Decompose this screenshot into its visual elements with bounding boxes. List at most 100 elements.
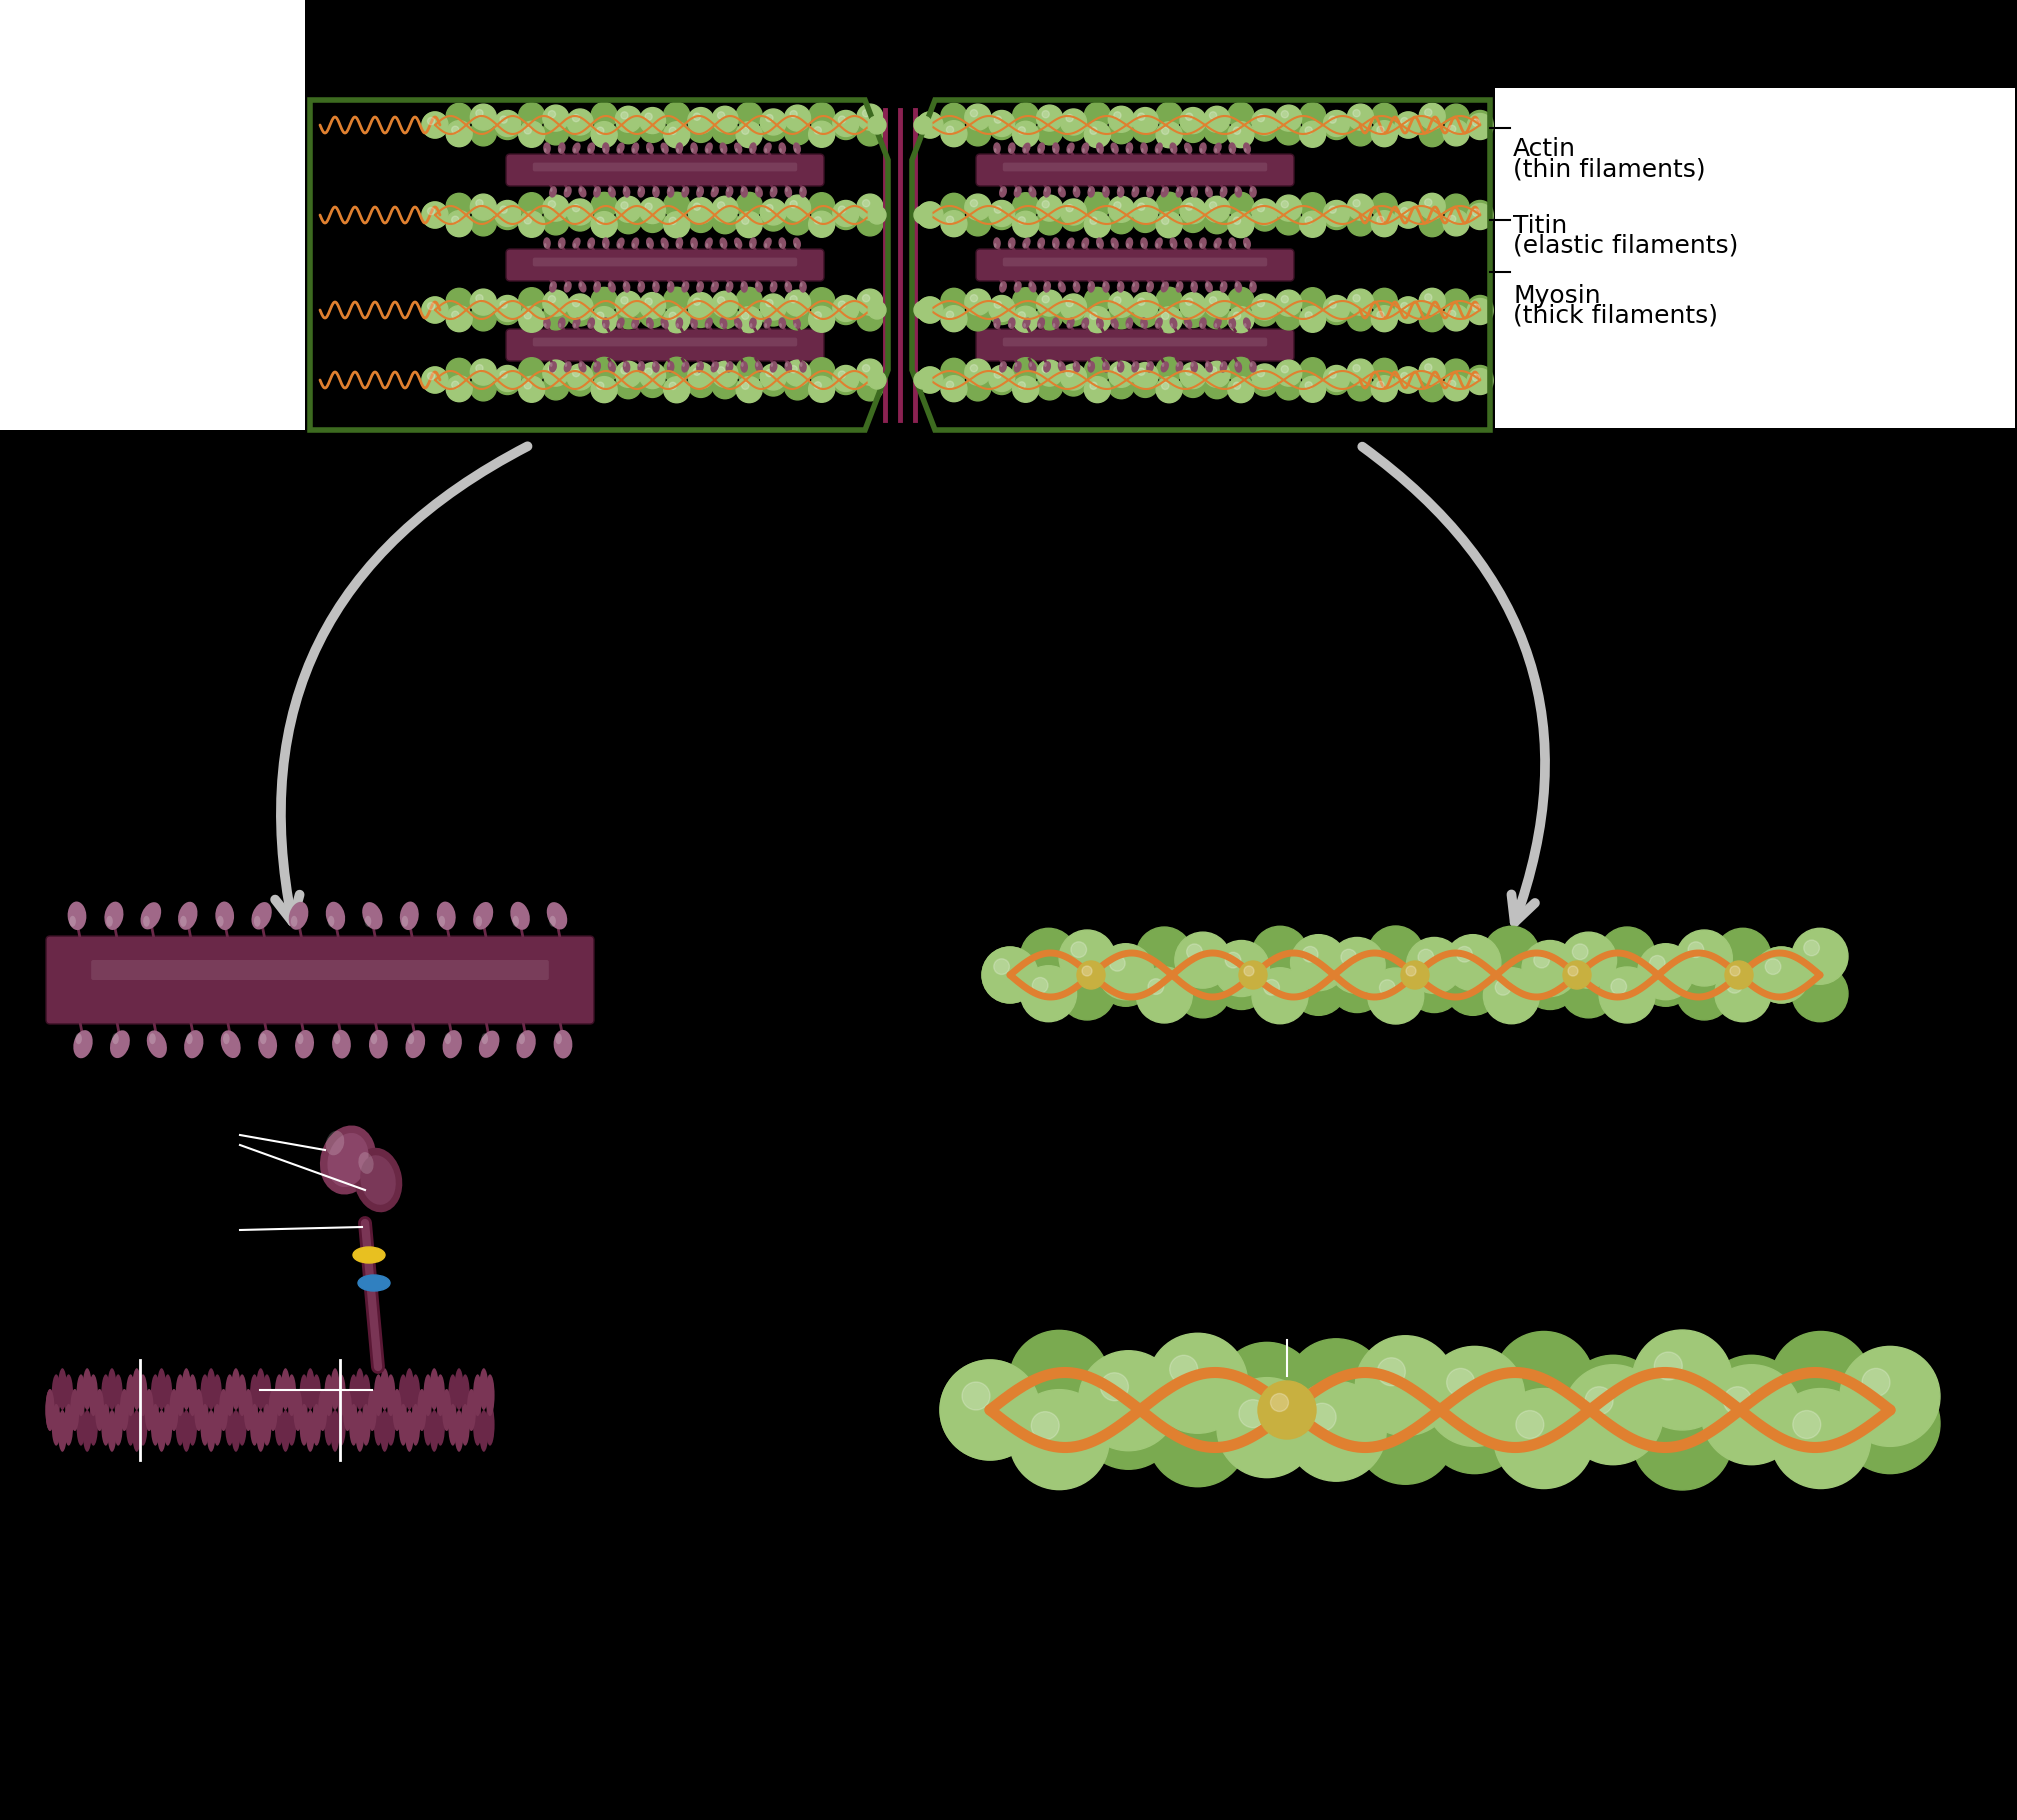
Ellipse shape [460, 1403, 470, 1445]
Circle shape [1013, 377, 1039, 402]
Circle shape [1495, 1389, 1593, 1489]
Ellipse shape [387, 1374, 395, 1416]
Circle shape [785, 289, 811, 317]
Ellipse shape [337, 1403, 345, 1445]
Circle shape [1148, 1334, 1249, 1434]
Ellipse shape [770, 360, 777, 373]
Circle shape [833, 298, 859, 324]
Circle shape [1162, 313, 1170, 320]
Circle shape [1632, 1330, 1733, 1431]
Ellipse shape [559, 237, 565, 249]
Circle shape [809, 122, 835, 147]
Circle shape [1299, 306, 1325, 333]
Circle shape [1089, 217, 1097, 224]
Ellipse shape [698, 282, 700, 288]
Circle shape [962, 1381, 990, 1411]
Circle shape [549, 200, 555, 207]
Ellipse shape [1045, 282, 1047, 288]
Circle shape [988, 366, 1015, 391]
Ellipse shape [785, 282, 789, 288]
Circle shape [1347, 375, 1374, 400]
Ellipse shape [1140, 317, 1148, 329]
Ellipse shape [1111, 147, 1113, 153]
Circle shape [422, 368, 448, 393]
Circle shape [1442, 120, 1468, 146]
Circle shape [597, 127, 603, 135]
Circle shape [712, 302, 738, 329]
Ellipse shape [1103, 282, 1105, 288]
Circle shape [1037, 304, 1063, 329]
Circle shape [1113, 111, 1121, 118]
Circle shape [1309, 1403, 1335, 1431]
Ellipse shape [573, 142, 581, 153]
Ellipse shape [651, 280, 660, 293]
Ellipse shape [1140, 142, 1148, 155]
Circle shape [1378, 1358, 1406, 1385]
Circle shape [1353, 109, 1359, 116]
Ellipse shape [71, 1389, 79, 1431]
Circle shape [1299, 288, 1325, 313]
Ellipse shape [1023, 238, 1031, 249]
Ellipse shape [740, 186, 748, 198]
Circle shape [1495, 979, 1511, 996]
Circle shape [1097, 950, 1154, 1006]
Circle shape [1573, 945, 1587, 959]
Ellipse shape [1008, 147, 1011, 153]
Ellipse shape [325, 1374, 333, 1416]
Circle shape [591, 357, 617, 384]
Circle shape [591, 288, 617, 313]
Circle shape [1271, 1394, 1289, 1412]
Ellipse shape [734, 142, 742, 153]
Ellipse shape [133, 1369, 141, 1411]
Ellipse shape [1176, 280, 1184, 293]
Circle shape [1372, 193, 1398, 220]
Circle shape [615, 302, 641, 329]
Ellipse shape [750, 324, 752, 328]
Ellipse shape [399, 1403, 407, 1445]
Ellipse shape [785, 362, 789, 368]
Ellipse shape [589, 147, 591, 153]
Circle shape [597, 311, 603, 318]
Ellipse shape [1087, 360, 1095, 373]
Ellipse shape [754, 282, 762, 293]
Circle shape [940, 288, 966, 315]
Circle shape [1347, 306, 1374, 331]
Ellipse shape [58, 1410, 67, 1452]
Circle shape [645, 298, 651, 306]
Ellipse shape [1220, 187, 1222, 191]
Ellipse shape [1029, 186, 1037, 198]
Ellipse shape [704, 237, 712, 249]
Circle shape [1275, 373, 1301, 400]
Circle shape [470, 104, 496, 129]
Circle shape [1840, 1347, 1940, 1447]
Circle shape [1061, 206, 1087, 231]
Ellipse shape [660, 317, 670, 329]
Ellipse shape [617, 324, 619, 328]
Ellipse shape [682, 282, 686, 288]
Ellipse shape [543, 142, 551, 155]
Ellipse shape [579, 360, 587, 373]
Ellipse shape [1206, 282, 1208, 288]
Ellipse shape [559, 317, 565, 329]
Ellipse shape [77, 1403, 85, 1445]
Ellipse shape [547, 903, 567, 930]
Circle shape [742, 382, 748, 389]
Ellipse shape [1186, 244, 1188, 248]
Ellipse shape [119, 1389, 129, 1431]
Ellipse shape [325, 1130, 345, 1156]
Circle shape [964, 195, 990, 220]
Circle shape [1228, 102, 1255, 129]
Circle shape [994, 116, 1002, 124]
Circle shape [760, 369, 787, 397]
Circle shape [1287, 1340, 1386, 1440]
Circle shape [470, 209, 496, 237]
Ellipse shape [244, 1389, 252, 1431]
Ellipse shape [1029, 282, 1033, 288]
Ellipse shape [676, 244, 680, 248]
Ellipse shape [779, 324, 783, 328]
Ellipse shape [593, 362, 597, 368]
Circle shape [422, 368, 448, 393]
Circle shape [615, 373, 641, 399]
Ellipse shape [654, 187, 656, 191]
Ellipse shape [518, 1034, 524, 1045]
